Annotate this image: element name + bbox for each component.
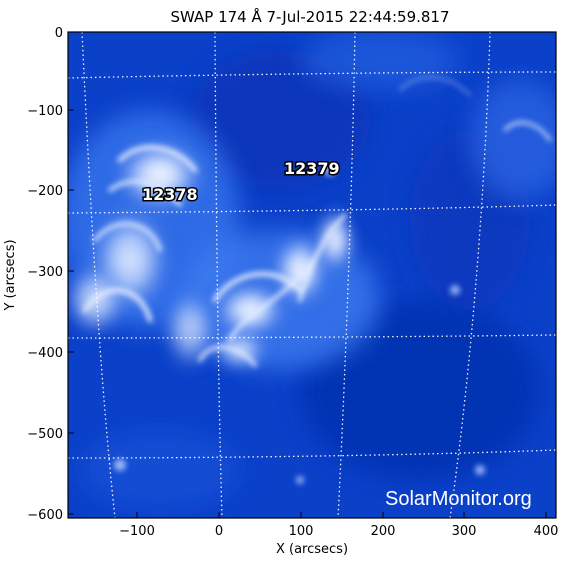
y-tick-label: −300	[27, 265, 63, 280]
x-tick-labels: −100 0 100 200 300 400	[119, 524, 558, 539]
region-label-12378: 12378	[142, 185, 198, 204]
x-tick-label: 0	[215, 524, 223, 539]
plot-frame	[67, 31, 557, 519]
watermark-text: SolarMonitor.org	[385, 488, 532, 510]
y-tick-label: 0	[55, 26, 63, 41]
y-tick-labels: 0 −100 −200 −300 −400 −500 −600	[27, 26, 63, 523]
x-tick-label: −100	[119, 524, 155, 539]
y-tick-label: −600	[27, 508, 63, 523]
axis-ticks	[68, 31, 547, 518]
image-title: SWAP 174 Å 7-Jul-2015 22:44:59.817	[170, 7, 449, 26]
region-label-12379: 12379	[284, 159, 340, 178]
x-tick-label: 400	[534, 524, 559, 539]
solar-euv-image: 12378 12379 SolarMonitor.org	[68, 32, 556, 518]
x-tick-label: 200	[371, 524, 396, 539]
x-axis-label: X (arcsecs)	[276, 542, 348, 557]
x-tick-label: 300	[452, 524, 477, 539]
y-tick-label: −200	[27, 184, 63, 199]
y-tick-label: −400	[27, 346, 63, 361]
y-axis-label: Y (arcsecs)	[3, 239, 18, 311]
y-tick-label: −500	[27, 427, 63, 442]
heliographic-grid	[68, 32, 556, 518]
y-tick-label: −100	[27, 104, 63, 119]
x-tick-label: 100	[289, 524, 314, 539]
